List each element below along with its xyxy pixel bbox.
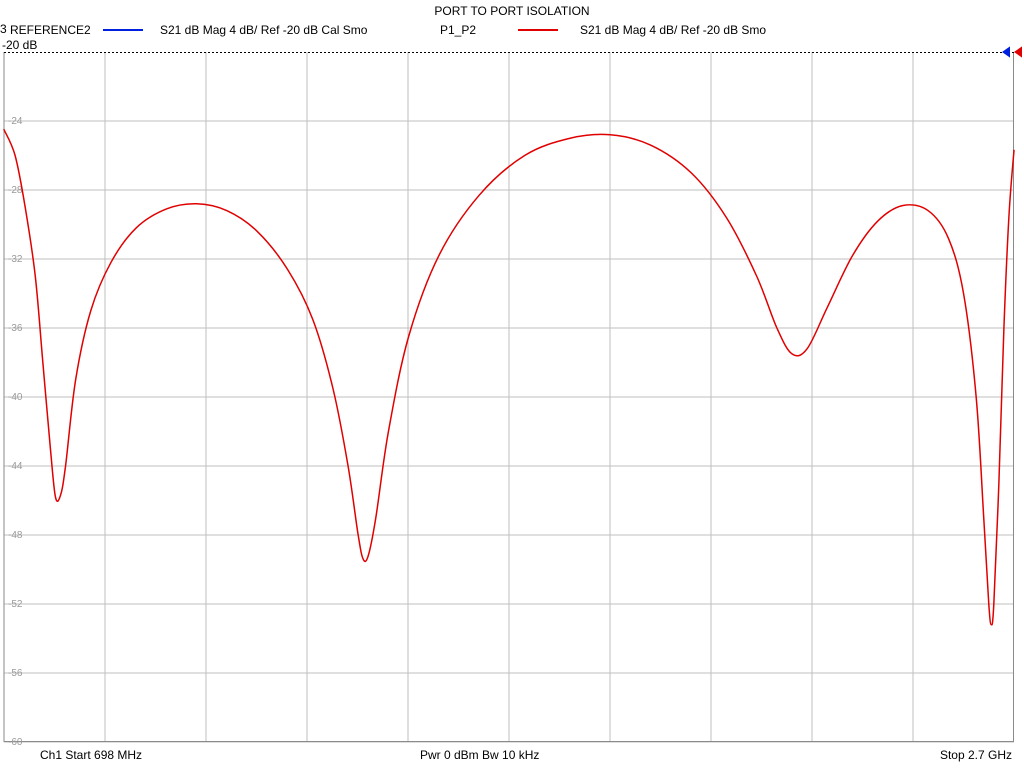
- chart-title: PORT TO PORT ISOLATION: [434, 4, 589, 18]
- ytick-label: -52: [8, 599, 23, 610]
- ytick-label: -48: [8, 530, 23, 541]
- ref-marker-red: [1014, 46, 1022, 57]
- ytick-label: -56: [8, 668, 23, 679]
- ytick-label: -28: [8, 185, 23, 196]
- legend-marker-number: 3: [0, 22, 1024, 38]
- footer-stop-label: Stop 2.7 GHz: [940, 748, 1012, 762]
- ytick-label: -36: [8, 323, 23, 334]
- ytick-label: -44: [8, 461, 23, 472]
- ytick-label: -24: [8, 116, 23, 127]
- chart-plot-area: -24-28-32-36-40-44-48-52-56-60: [4, 52, 1014, 742]
- footer-center-label: Pwr 0 dBm Bw 10 kHz: [420, 748, 539, 762]
- ytick-label: -32: [8, 254, 23, 265]
- footer-start-label: Ch1 Start 698 MHz: [40, 748, 142, 762]
- y-ref-label: -20 dB: [2, 38, 37, 52]
- chart-svg: -24-28-32-36-40-44-48-52-56-60: [4, 52, 1014, 742]
- ytick-label: -60: [8, 737, 23, 748]
- ytick-label: -40: [8, 392, 23, 403]
